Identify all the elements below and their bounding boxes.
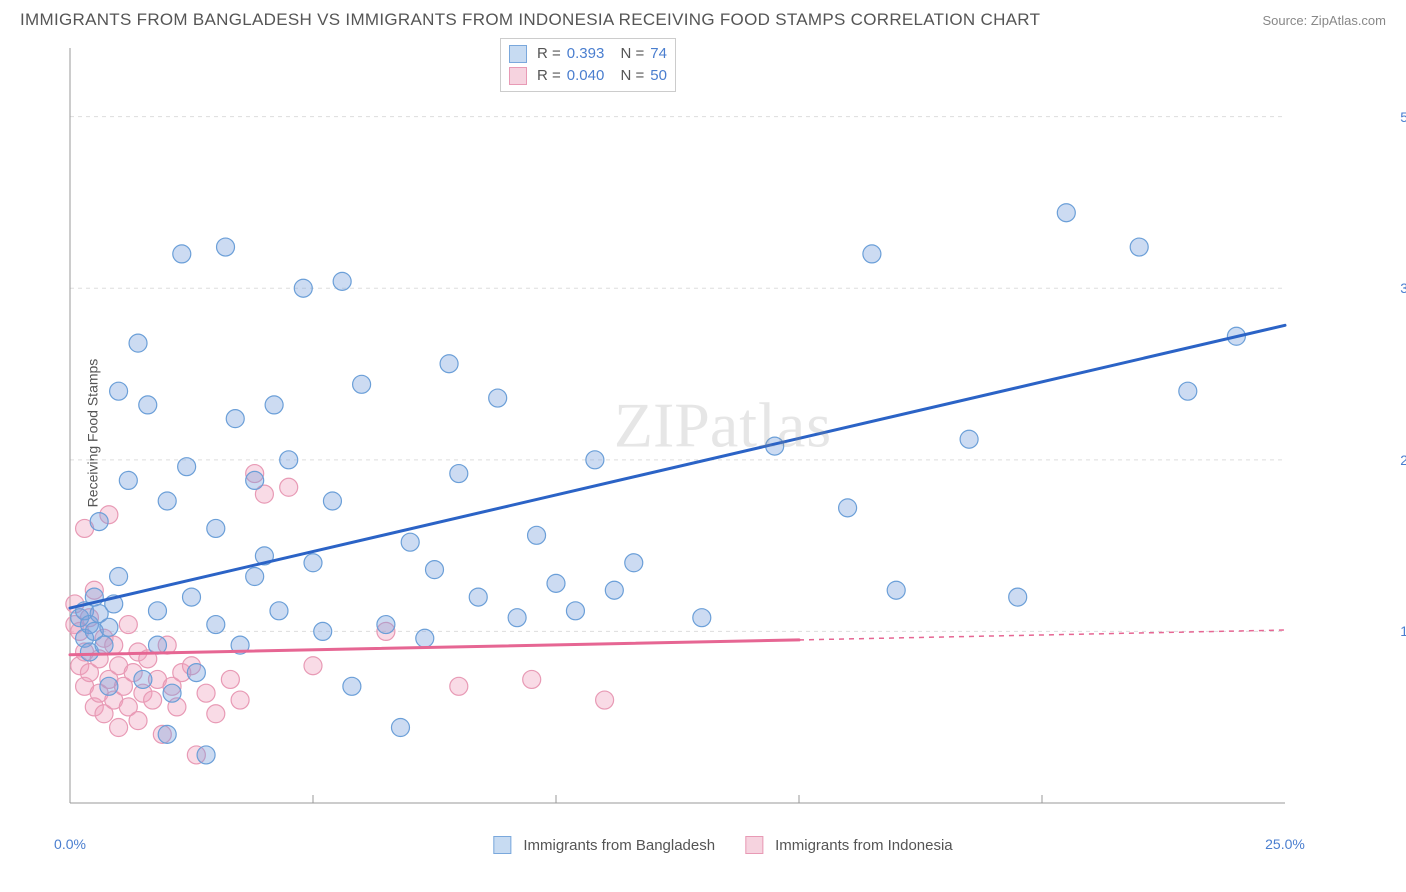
legend-label: Immigrants from Bangladesh: [523, 837, 715, 854]
stat-n-value: 74: [650, 43, 667, 65]
legend-stats-box: R = 0.393 N = 74 R = 0.040 N = 50: [500, 38, 676, 92]
chart-header: IMMIGRANTS FROM BANGLADESH VS IMMIGRANTS…: [0, 0, 1406, 38]
legend-label: Immigrants from Indonesia: [775, 837, 953, 854]
stat-n-label: N =: [620, 43, 644, 65]
legend-stats-row-1: R = 0.040 N = 50: [509, 65, 667, 87]
source-attribution: Source: ZipAtlas.com: [1262, 13, 1386, 28]
stat-r-label: R =: [537, 43, 561, 65]
legend-series: Immigrants from Bangladesh Immigrants fr…: [493, 836, 952, 854]
legend-swatch-bangladesh: [493, 836, 511, 854]
legend-swatch-indonesia: [509, 67, 527, 85]
chart-title: IMMIGRANTS FROM BANGLADESH VS IMMIGRANTS…: [20, 10, 1040, 30]
source-label: Source:: [1262, 13, 1310, 28]
x-tick-label: 25.0%: [1265, 836, 1305, 852]
stat-r-label: R =: [537, 65, 561, 87]
x-tick-label: 0.0%: [54, 836, 86, 852]
legend-item-indonesia: Immigrants from Indonesia: [745, 836, 953, 854]
chart-area: Receiving Food Stamps ZIPatlas R = 0.393…: [60, 38, 1386, 828]
legend-stats-row-0: R = 0.393 N = 74: [509, 43, 667, 65]
scatter-plot: [60, 38, 1340, 828]
stat-r-value: 0.393: [567, 43, 605, 65]
y-tick-label: 50.0%: [1400, 109, 1406, 125]
y-tick-label: 37.5%: [1400, 280, 1406, 296]
legend-item-bangladesh: Immigrants from Bangladesh: [493, 836, 715, 854]
legend-swatch-bangladesh: [509, 45, 527, 63]
legend-swatch-indonesia: [745, 836, 763, 854]
y-tick-label: 25.0%: [1400, 452, 1406, 468]
stat-n-label: N =: [620, 65, 644, 87]
stat-n-value: 50: [650, 65, 667, 87]
y-tick-label: 12.5%: [1400, 623, 1406, 639]
stat-r-value: 0.040: [567, 65, 605, 87]
source-value: ZipAtlas.com: [1311, 13, 1386, 28]
